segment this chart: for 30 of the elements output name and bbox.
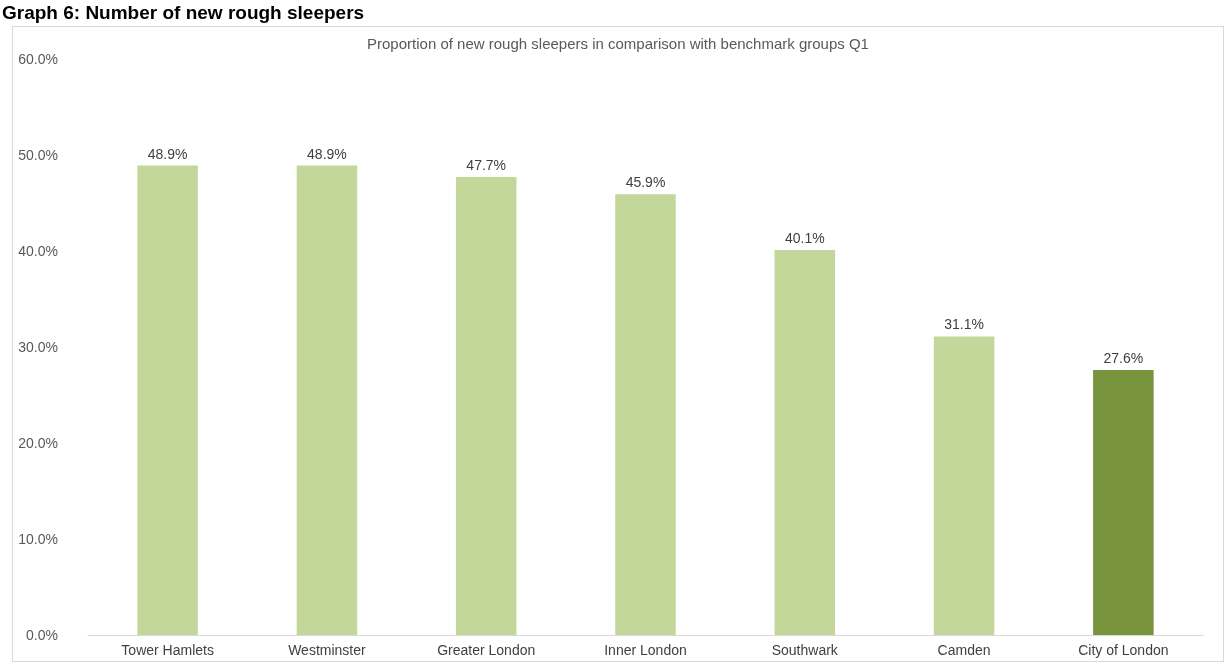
- x-tick-label: Tower Hamlets: [121, 642, 214, 658]
- y-tick-label: 30.0%: [18, 339, 58, 355]
- data-label: 40.1%: [784, 230, 825, 247]
- x-tick-label: Westminster: [288, 642, 367, 658]
- bar: [1093, 370, 1154, 635]
- bar: [933, 336, 995, 635]
- data-label: 48.9%: [147, 145, 188, 162]
- x-tick-label: Greater London: [437, 642, 536, 658]
- data-label: 45.9%: [625, 174, 666, 191]
- y-tick-label: 60.0%: [18, 51, 58, 67]
- x-tick-label: Southwark: [771, 642, 839, 658]
- x-tick-label: Inner London: [604, 642, 687, 658]
- x-tick-label: City of London: [1078, 642, 1169, 658]
- bar: [137, 165, 198, 635]
- y-tick-label: 20.0%: [18, 435, 58, 451]
- bar: [774, 250, 836, 635]
- y-tick-label: 50.0%: [18, 147, 58, 163]
- x-tick-label: Camden: [937, 642, 991, 658]
- y-tick-label: 40.0%: [18, 243, 58, 259]
- bar: [455, 177, 517, 635]
- bar: [615, 194, 676, 635]
- data-label: 31.1%: [944, 316, 984, 333]
- bar: [296, 165, 358, 635]
- y-tick-label: 0.0%: [26, 627, 58, 643]
- y-tick-label: 10.0%: [18, 531, 58, 547]
- chart-subtitle: Proportion of new rough sleepers in comparison with benchmark groups Q1: [367, 35, 869, 52]
- data-label: 48.9%: [307, 145, 347, 162]
- data-label: 47.7%: [466, 157, 507, 174]
- data-label: 27.6%: [1103, 350, 1144, 367]
- chart-title: Graph 6: Number of new rough sleepers: [1, 1, 366, 24]
